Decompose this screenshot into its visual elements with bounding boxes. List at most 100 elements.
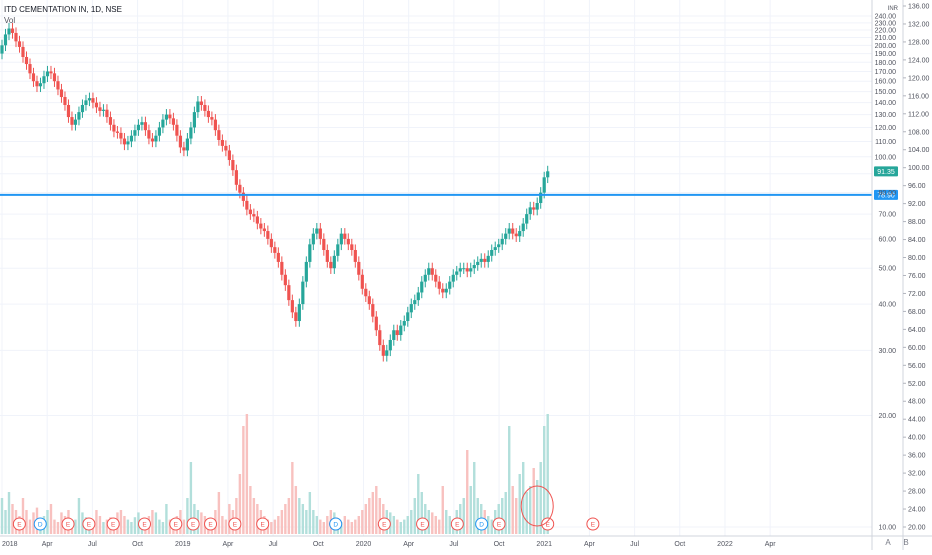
volume-bar bbox=[98, 516, 102, 534]
secondary-tick-label: 72.00 bbox=[908, 291, 926, 298]
price-tick-label: 190.00 bbox=[875, 51, 897, 58]
earnings-marker-letter: E bbox=[87, 522, 92, 529]
volume-bar bbox=[102, 522, 105, 534]
candle-body bbox=[70, 117, 74, 125]
candle-body bbox=[77, 112, 81, 120]
symbol-title: ITD CEMENTATION IN, 1D, NSE bbox=[4, 5, 122, 14]
price-tick-label: 160.00 bbox=[875, 79, 897, 86]
volume-bar bbox=[469, 486, 472, 534]
candle-body bbox=[171, 118, 176, 125]
volume-bar bbox=[256, 504, 259, 534]
volume-bar bbox=[228, 504, 231, 534]
candle-body bbox=[343, 233, 347, 239]
time-tick-label: 2022 bbox=[717, 541, 733, 548]
earnings-marker[interactable] bbox=[377, 517, 391, 531]
horizontal-line-price-label: 78.90 bbox=[877, 192, 895, 199]
secondary-tick-label: 32.00 bbox=[908, 471, 926, 478]
price-tick-label: 80.00 bbox=[878, 190, 896, 197]
secondary-tick-label: 104.00 bbox=[908, 147, 930, 154]
earnings-marker-letter: E bbox=[497, 522, 502, 529]
volume-bar bbox=[354, 519, 357, 534]
event-marker-layer[interactable]: EEEEEEEEEEEEEEEEEDDD bbox=[12, 485, 600, 531]
currency-label: INR bbox=[888, 6, 899, 12]
earnings-marker[interactable] bbox=[169, 517, 183, 531]
horizontal-line-layer[interactable]: 78.90 bbox=[0, 189, 898, 200]
candle-body bbox=[294, 312, 298, 322]
candle-body bbox=[514, 233, 518, 237]
volume-bar bbox=[32, 512, 35, 534]
secondary-tick-label: 124.00 bbox=[908, 57, 930, 64]
time-tick-label: Jul bbox=[269, 541, 278, 548]
price-tick-label: 130.00 bbox=[875, 112, 897, 119]
candle-body bbox=[465, 268, 469, 272]
secondary-tick-label: 84.00 bbox=[908, 237, 926, 244]
earnings-marker[interactable] bbox=[106, 517, 120, 531]
candle-body bbox=[119, 132, 123, 139]
candle-body bbox=[213, 119, 217, 131]
candle-body bbox=[157, 127, 162, 136]
earnings-marker[interactable] bbox=[186, 517, 200, 531]
price-tick-label: 40.00 bbox=[878, 302, 896, 309]
candle-body bbox=[416, 292, 420, 301]
candle-body bbox=[444, 288, 448, 293]
secondary-tick-label: 28.00 bbox=[908, 489, 926, 496]
candle-body bbox=[479, 258, 483, 262]
dividend-marker[interactable] bbox=[329, 517, 343, 531]
dividend-marker[interactable] bbox=[475, 517, 489, 531]
earnings-marker[interactable] bbox=[12, 517, 26, 531]
candle-body bbox=[297, 304, 301, 322]
volume-bar bbox=[420, 492, 423, 534]
candle-body bbox=[133, 130, 137, 136]
time-tick-label: Apr bbox=[222, 541, 234, 548]
earnings-marker[interactable] bbox=[228, 517, 242, 531]
volume-bar bbox=[340, 522, 343, 534]
candle-body bbox=[378, 330, 382, 346]
earnings-marker-letter: E bbox=[382, 522, 387, 529]
earnings-marker[interactable] bbox=[82, 517, 96, 531]
candle-body bbox=[0, 45, 4, 54]
candle-body bbox=[350, 244, 354, 250]
candle-body bbox=[357, 261, 361, 275]
earnings-marker[interactable] bbox=[204, 517, 218, 531]
candle-body bbox=[353, 249, 357, 262]
dividend-marker[interactable] bbox=[33, 517, 47, 531]
earnings-marker[interactable] bbox=[416, 517, 430, 531]
earnings-marker[interactable] bbox=[138, 517, 152, 531]
horizontal-line-price-badge[interactable] bbox=[874, 189, 898, 200]
candle-body bbox=[420, 281, 424, 293]
candle-body bbox=[150, 138, 155, 142]
candle-body bbox=[269, 238, 273, 248]
volume-bar bbox=[476, 498, 479, 534]
earnings-marker-letter: E bbox=[261, 522, 266, 529]
volume-bar bbox=[182, 519, 186, 534]
candle-body bbox=[301, 281, 305, 305]
volume-bar bbox=[189, 462, 193, 534]
earnings-marker[interactable] bbox=[450, 517, 464, 531]
candle-body bbox=[80, 104, 85, 113]
earnings-marker[interactable] bbox=[61, 517, 75, 531]
earnings-marker[interactable] bbox=[256, 517, 270, 531]
volume-bar bbox=[445, 510, 448, 534]
volume-bar bbox=[504, 492, 507, 534]
candle-body bbox=[476, 261, 480, 266]
candle-body bbox=[56, 81, 60, 90]
candle-body bbox=[31, 73, 36, 82]
volume-bar bbox=[417, 474, 420, 534]
earnings-marker[interactable] bbox=[492, 517, 506, 531]
earnings-marker[interactable] bbox=[586, 517, 600, 531]
candle-body bbox=[371, 304, 375, 317]
candle-body bbox=[441, 288, 445, 293]
candle-body bbox=[189, 127, 193, 139]
candle-body bbox=[220, 139, 224, 146]
candle-body bbox=[38, 83, 43, 87]
candle-body bbox=[437, 281, 441, 289]
log-scale-button[interactable]: B bbox=[903, 538, 909, 547]
earnings-marker[interactable] bbox=[541, 517, 555, 531]
candle-body bbox=[336, 244, 340, 256]
auto-scale-button[interactable]: A bbox=[885, 538, 891, 547]
candle-body bbox=[280, 261, 284, 275]
time-tick-label: Apr bbox=[42, 541, 54, 548]
